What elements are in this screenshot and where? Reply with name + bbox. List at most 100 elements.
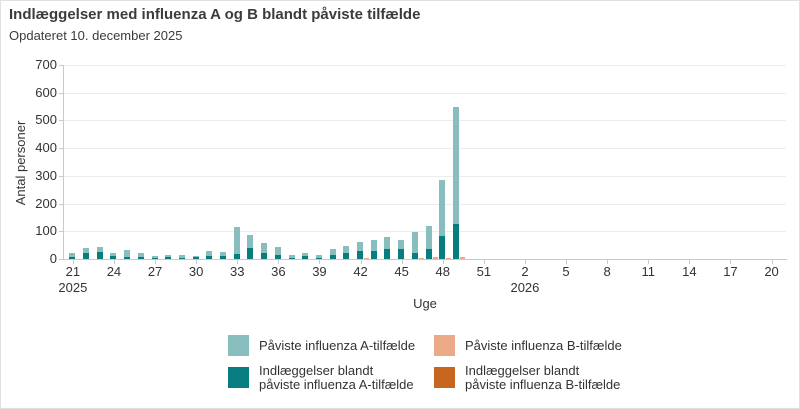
legend-swatch-influenza-a-cases <box>228 335 249 356</box>
bar-influenza-a-cases-week-39 <box>315 254 322 259</box>
gridline-500 <box>64 120 786 122</box>
bar-influenza-a-cases-week-35 <box>261 243 268 259</box>
legend-swatch-influenza-a-admissions <box>228 367 249 388</box>
y-tick-label-600: 600 <box>35 84 57 100</box>
bar-influenza-a-admissions-week-23 <box>96 252 103 259</box>
bar-influenza-a-admissions-week-30 <box>192 257 199 259</box>
y-tick-label-0: 0 <box>49 251 57 266</box>
x-tick-label-week-33: 33 <box>230 264 245 279</box>
x-tick-label-week-48: 48 <box>435 264 450 279</box>
bar-influenza-a-cases-week-29 <box>178 254 185 259</box>
y-tick-label-300: 300 <box>35 167 57 183</box>
y-tick-mark <box>59 120 63 122</box>
bar-influenza-a-cases-week-46 <box>411 232 418 259</box>
x-tick-mark-week-30 <box>196 260 198 264</box>
gridline-700 <box>64 65 786 66</box>
bar-influenza-a-cases-week-49 <box>452 106 459 259</box>
y-tick-mark <box>59 92 63 94</box>
x-tick-mark-week-27 <box>155 260 157 264</box>
bar-influenza-a-cases-week-27 <box>151 256 158 259</box>
legend-label-line: påviste influenza B-tilfælde <box>465 377 621 392</box>
x-tick-mark-week-45 <box>401 260 403 264</box>
bar-influenza-a-cases-week-26 <box>137 253 144 259</box>
x-tick-label-week-14: 14 <box>682 264 697 279</box>
y-tick-label-700: 700 <box>35 57 57 72</box>
y-tick-mark <box>59 259 63 260</box>
bar-influenza-a-cases-week-38 <box>302 252 309 259</box>
legend-label-line: Påviste influenza A-tilfælde <box>259 338 416 353</box>
bar-influenza-a-admissions-week-42 <box>357 251 364 259</box>
x-tick-mark-week-11 <box>648 260 650 264</box>
bar-influenza-b-cases-week-47 <box>432 256 438 259</box>
bar-influenza-a-cases-week-48 <box>439 180 446 259</box>
y-axis-line <box>63 65 64 260</box>
legend-swatch-influenza-b-admissions <box>434 367 455 388</box>
x-tick-mark-week-48 <box>442 260 444 264</box>
bar-influenza-a-admissions-week-36 <box>274 254 281 259</box>
legend-label-line: påviste influenza A-tilfælde <box>259 377 414 392</box>
bar-influenza-a-admissions-week-26 <box>137 257 144 259</box>
y-tick-mark <box>59 65 63 66</box>
plot-area <box>64 65 786 259</box>
bar-influenza-b-cases-week-49 <box>459 257 465 259</box>
bar-influenza-a-cases-week-21 <box>69 253 76 259</box>
bar-influenza-b-cases-week-46 <box>418 258 424 259</box>
bar-influenza-a-admissions-week-33 <box>233 254 240 259</box>
x-tick-mark-week-39 <box>319 260 321 264</box>
bar-influenza-a-admissions-week-40 <box>329 254 336 259</box>
bar-influenza-a-admissions-week-45 <box>398 249 405 259</box>
x-tick-label-week-36: 36 <box>271 264 286 279</box>
x-tick-label-week-30: 30 <box>188 264 204 279</box>
legend-label-influenza-a-admissions: Indlæggelser blandt påviste influenza A-… <box>259 364 414 392</box>
bar-influenza-a-cases-week-45 <box>398 240 405 259</box>
bar-influenza-a-cases-week-36 <box>274 247 281 259</box>
bar-influenza-a-cases-week-24 <box>110 253 117 259</box>
gridline-400 <box>64 148 786 150</box>
gridline-300 <box>64 175 786 177</box>
x-tick-label-week-42: 42 <box>353 264 368 279</box>
x-tick-mark-week-8 <box>607 260 609 264</box>
x-tick-mark-week-33 <box>237 260 239 264</box>
x-tick-mark-week-24 <box>113 260 115 264</box>
x-tick-label-week-11: 11 <box>641 264 656 279</box>
bar-influenza-a-admissions-week-22 <box>83 253 90 259</box>
chart-subtitle: Opdateret 10. december 2025 <box>9 28 183 43</box>
bar-influenza-a-admissions-week-39 <box>315 257 322 259</box>
bar-influenza-a-admissions-week-41 <box>343 253 350 259</box>
legend-label-line: Påviste influenza B-tilfælde <box>465 338 622 353</box>
y-tick-label-100: 100 <box>35 223 57 239</box>
x-tick-mark-week-5 <box>566 260 568 264</box>
bar-influenza-b-cases-week-48 <box>446 257 452 259</box>
x-axis-line <box>63 259 787 260</box>
x-tick-mark-week-14 <box>689 260 691 264</box>
bar-influenza-a-cases-week-31 <box>206 251 213 259</box>
chart-title: Indlæggelser med influenza A og B blandt… <box>9 6 421 23</box>
x-tick-mark-week-42 <box>360 260 362 264</box>
bar-influenza-a-cases-week-28 <box>165 254 172 259</box>
bar-influenza-a-cases-week-30 <box>192 255 199 259</box>
bar-influenza-a-admissions-week-34 <box>247 248 254 259</box>
legend-label-line: Indlæggelser blandt <box>259 363 374 378</box>
bar-influenza-a-admissions-week-44 <box>384 249 391 259</box>
legend-label-line: Indlæggelser blandt <box>465 363 580 378</box>
bar-influenza-a-admissions-week-43 <box>370 250 377 259</box>
bar-influenza-a-cases-week-42 <box>357 242 364 259</box>
bar-influenza-a-cases-week-40 <box>329 249 336 259</box>
bar-influenza-b-cases-week-42 <box>364 258 370 259</box>
legend-label-influenza-a-cases: Påviste influenza A-tilfælde <box>259 339 415 353</box>
x-tick-label-week-5: 5 <box>562 264 570 279</box>
x-tick-label-week-17: 17 <box>723 264 738 279</box>
x-tick-mark-week-17 <box>730 260 732 264</box>
x-tick-mark-week-36 <box>278 260 280 264</box>
bar-influenza-a-admissions-week-49 <box>452 223 459 259</box>
y-tick-label-200: 200 <box>35 195 57 211</box>
bar-influenza-a-cases-week-34 <box>247 234 254 259</box>
bar-influenza-a-admissions-week-32 <box>220 256 227 259</box>
x-tick-label-week-2: 2 <box>521 264 529 279</box>
bar-influenza-a-admissions-week-21 <box>69 257 76 259</box>
legend-swatch-influenza-b-cases <box>434 335 455 356</box>
legend-label-influenza-b-admissions: Indlæggelser blandt påviste influenza B-… <box>465 364 620 392</box>
bar-influenza-a-admissions-week-28 <box>165 257 172 259</box>
bar-influenza-a-admissions-week-46 <box>411 252 418 259</box>
x-tick-label-week-21: 21 <box>65 264 81 279</box>
